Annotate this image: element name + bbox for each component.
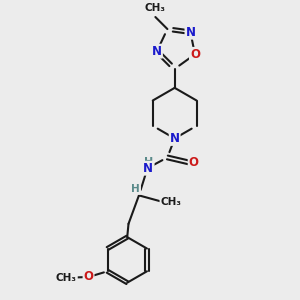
- Text: H: H: [144, 157, 154, 167]
- Text: CH₃: CH₃: [56, 273, 77, 283]
- Text: O: O: [190, 48, 200, 61]
- Text: CH₃: CH₃: [144, 3, 165, 13]
- Text: CH₃: CH₃: [160, 197, 182, 207]
- Text: N: N: [185, 26, 196, 39]
- Text: N: N: [152, 45, 162, 58]
- Text: N: N: [170, 132, 180, 145]
- Text: H: H: [131, 184, 140, 194]
- Text: O: O: [189, 156, 199, 169]
- Text: N: N: [142, 162, 152, 175]
- Text: O: O: [83, 271, 94, 284]
